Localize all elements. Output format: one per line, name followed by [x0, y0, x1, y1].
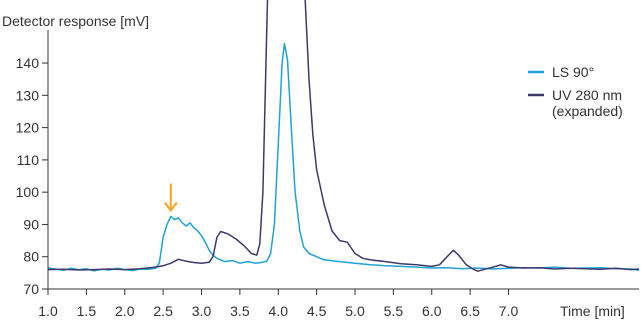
legend: LS 90° UV 280 nm(expanded): [528, 64, 623, 119]
x-tick-label: 3.0: [192, 303, 212, 319]
x-tick-label: 3.5: [230, 303, 250, 319]
x-axis-title: Time [min]: [560, 303, 625, 319]
x-axis: 1.0 1.5 2.0 2.5 3.0 3.5 4.0 4.5 5.0 5.5 6.0 6.5 7.0: [38, 288, 639, 319]
x-tick-label: 5.5: [384, 303, 404, 319]
y-tick-label: 110: [17, 152, 40, 168]
y-tick-label: 120: [16, 120, 40, 136]
y-tick-label: 70: [23, 281, 39, 297]
x-tick-label: 6.0: [422, 303, 442, 319]
annotations: [164, 183, 178, 213]
x-tick-label: 7.0: [499, 303, 519, 319]
legend-label-1: (expanded): [552, 103, 623, 119]
x-tick-label: 2.0: [115, 303, 135, 319]
y-tick-label: 140: [16, 55, 40, 71]
series-line-1: [48, 0, 639, 272]
x-tick-label: 5.0: [345, 303, 365, 319]
x-tick-label: 4.5: [307, 303, 327, 319]
y-axis-title: Detector response [mV]: [2, 13, 149, 29]
series-line-0: [48, 42, 639, 272]
x-tick-label: 6.5: [460, 303, 480, 319]
x-tick-label: 1.0: [38, 303, 58, 319]
legend-label-0: LS 90°: [552, 64, 594, 80]
plot-area: [48, 0, 639, 272]
y-axis: 70 80 90 100 110 120 130 140: [16, 30, 49, 297]
annotation-arrow-head: [164, 201, 178, 213]
y-tick-label: 130: [16, 87, 40, 103]
y-tick-label: 80: [23, 249, 39, 265]
y-tick-label: 100: [16, 184, 40, 200]
y-tick-label: 90: [23, 216, 39, 232]
legend-label-1: UV 280 nm: [552, 87, 622, 103]
x-tick-label: 1.5: [77, 303, 97, 319]
x-tick-label: 4.0: [269, 303, 289, 319]
x-tick-label: 2.5: [153, 303, 173, 319]
